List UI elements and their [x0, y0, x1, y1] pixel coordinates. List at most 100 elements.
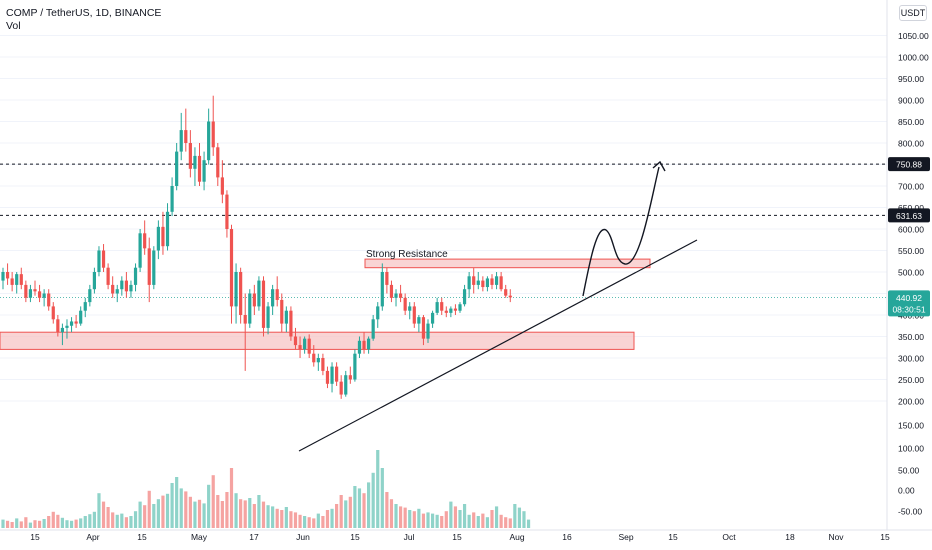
- time-tick-label: Sep: [618, 532, 633, 542]
- candle-body: [280, 299, 284, 324]
- symbol-line: COMP / TetherUS, 1D, BINANCE: [6, 7, 162, 19]
- volume-bar: [330, 508, 334, 528]
- candle-body: [453, 308, 458, 311]
- level-tag: [888, 157, 930, 172]
- candle-body: [289, 310, 293, 337]
- volume-bar: [170, 483, 174, 528]
- projection-arrowhead: [652, 160, 666, 172]
- volume-bar: [481, 513, 485, 528]
- candle-body: [412, 306, 416, 324]
- candle-body: [115, 289, 119, 294]
- candle-body: [165, 211, 170, 247]
- candle-body: [24, 284, 28, 298]
- candle-body: [476, 280, 480, 285]
- candle-body: [316, 358, 320, 363]
- volume-bar: [508, 518, 512, 528]
- candle-body: [467, 276, 471, 290]
- price-tick-label: 950.00: [898, 74, 924, 84]
- candle-body: [202, 160, 206, 182]
- volume-bar: [412, 511, 416, 528]
- level-tag-label: 750.88: [896, 160, 922, 170]
- candle-body: [216, 147, 220, 178]
- candle-body: [421, 317, 426, 339]
- candle-body: [97, 250, 101, 272]
- volume-bar: [435, 514, 439, 528]
- candle-body: [335, 366, 339, 382]
- candle-body: [367, 338, 371, 350]
- candle-body: [485, 278, 490, 288]
- time-tick-label: Jul: [404, 532, 415, 542]
- candle-body: [398, 293, 403, 298]
- volume-bar: [188, 496, 192, 528]
- candle-body: [330, 366, 334, 384]
- volume-bar: [56, 514, 60, 528]
- price-tick-label: 850.00: [898, 117, 924, 127]
- candle-body: [161, 226, 165, 247]
- strong-resistance-label: Strong Resistance: [366, 249, 448, 260]
- time-tick-label: 17: [249, 532, 259, 542]
- volume-bar: [394, 504, 398, 528]
- time-tick-label: 15: [30, 532, 40, 542]
- volume-bar: [504, 517, 508, 528]
- candle-body: [426, 323, 430, 339]
- volume-bar: [152, 504, 156, 528]
- volume-bar: [376, 450, 380, 528]
- price-tick-label: 800.00: [898, 139, 924, 149]
- candle-body: [376, 306, 380, 320]
- volume-bar: [522, 511, 526, 528]
- volume-bar: [357, 488, 362, 528]
- volume-bar: [321, 516, 325, 528]
- candle-body: [147, 248, 151, 285]
- candle-body: [184, 130, 188, 143]
- volume-bar: [202, 503, 206, 528]
- candle-body: [129, 284, 133, 292]
- volume-bar: [184, 491, 188, 528]
- time-tick-label: Oct: [722, 532, 736, 542]
- time-tick-label: 15: [452, 532, 462, 542]
- candle-body: [353, 353, 357, 380]
- candle-body: [143, 233, 147, 249]
- candle-body: [83, 302, 87, 311]
- candle-body: [229, 229, 234, 307]
- volume-bar: [467, 514, 471, 528]
- volume-bar: [92, 511, 96, 528]
- volume-bar: [229, 468, 234, 528]
- volume-bar: [293, 512, 298, 528]
- candle-body: [124, 280, 128, 292]
- volume-bar: [348, 496, 352, 528]
- volume-bar: [143, 505, 147, 528]
- candle-body: [10, 278, 14, 285]
- volume-bar: [234, 493, 238, 528]
- candle-body: [266, 306, 270, 328]
- candle-body: [152, 250, 156, 285]
- volume-bar: [490, 510, 494, 528]
- price-tick-label: 350.00: [898, 332, 924, 342]
- candle-body: [348, 375, 352, 380]
- volume-bar: [156, 499, 160, 528]
- candle-body: [65, 325, 69, 328]
- price-tick-label: 600.00: [898, 225, 924, 235]
- price-tick-label: 1000.00: [898, 53, 929, 63]
- candle-body: [430, 312, 435, 324]
- candle-body: [225, 194, 229, 229]
- candle-body: [298, 345, 302, 350]
- candle-body: [42, 293, 46, 298]
- candle-body: [357, 340, 362, 354]
- time-tick-label: 16: [562, 532, 572, 542]
- currency-button[interactable]: USDT: [899, 5, 927, 21]
- volume-bar: [307, 517, 311, 528]
- candle-body: [458, 304, 462, 311]
- candle-body: [271, 289, 275, 307]
- volume-bar: [193, 501, 197, 528]
- candle-body: [156, 226, 160, 251]
- volume-bar: [248, 498, 252, 528]
- time-tick-label: Nov: [828, 532, 844, 542]
- countdown-label: 08:30:51: [892, 304, 925, 314]
- candle-body: [5, 272, 10, 279]
- volume-bar: [271, 506, 275, 528]
- volume-bar: [385, 492, 389, 528]
- time-tick-label: 15: [668, 532, 678, 542]
- candle-body: [435, 302, 439, 313]
- volume-bar: [312, 518, 316, 528]
